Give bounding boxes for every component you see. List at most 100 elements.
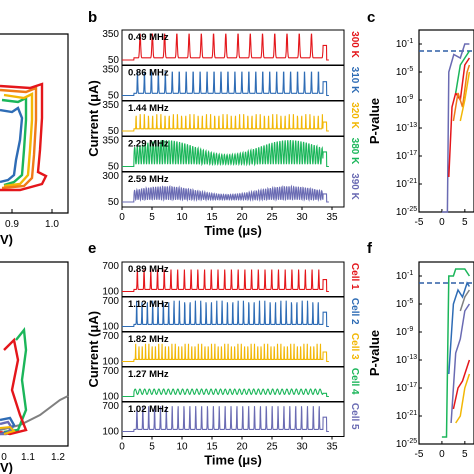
chart-f-ytick-label-6: 10 [396,439,408,450]
chart-e-trace-freq-4: 1.02 MHz [128,404,169,415]
chart-c-ytick-label-3: 10 [396,123,408,134]
chart-e-trace-right-label-0: Cell 1 [349,263,360,290]
left-bottom-xtick-label-2: 1.2 [51,452,65,463]
panel-label-e: e [88,240,96,257]
left-top-xtick-label-1: 1.0 [45,219,59,230]
chart-e-trace-freq-0: 0.89 MHz [128,264,169,275]
chart-c-xtick-label-1: 0 [439,217,445,228]
chart-c-ytick-exp-4: -17 [407,150,417,157]
chart-b-trace-right-label-2: 320 K [349,102,360,129]
chart-e-trace-frame-4 [121,401,345,437]
chart-e-trace-right-label-2: Cell 3 [349,333,360,360]
chart-b-trace-line-3 [122,140,329,168]
chart-c-ytick-exp-5: -21 [407,178,417,185]
left-top-partial-panel: 0.9 1.0 V) [0,33,69,247]
left-bottom-xtick-label-1: 1.1 [21,452,35,463]
chart-b-trace-freq-3: 2.29 MHz [128,139,169,150]
chart-f-series-5 [459,289,471,312]
chart-e-trace-line-4 [122,406,329,433]
chart-c-series-4 [459,71,471,122]
chart-c-ytick-label-2: 10 [396,95,408,106]
left-bottom-curve-green [3,326,28,434]
chart-c-series-0 [441,43,470,213]
left-bottom-curve-yellow [0,425,16,435]
chart-b-xtick-label-4: 20 [236,212,248,223]
chart-e-xtick-label-3: 15 [206,442,218,453]
chart-c-ytick-label-5: 10 [396,179,408,190]
chart-f-series-3 [452,359,471,410]
chart-f-series-1 [448,281,471,375]
chart-f-ytick-label-4: 10 [396,383,408,394]
left-top-curve-yellow [3,92,34,188]
chart-c-xtick-label-2: 5 [462,217,468,228]
chart-e-trace-line-2 [122,343,329,363]
chart-b-trace-frame-4 [121,171,345,208]
left-bottom-axes [0,261,69,447]
chart-b-trace-line-2 [122,114,329,132]
chart-b-trace-0-ytick-1: 50 [108,55,120,66]
chart-f-ytick-exp-3: -13 [407,354,417,361]
chart-b-ylabel: Current (μA) [86,80,101,157]
chart-e-trace-right-label-1: Cell 2 [349,298,360,325]
chart-b-trace-2-ytick-0: 350 [102,100,119,111]
chart-e-xtick-label-7: 35 [326,442,338,453]
chart-e-trace-1-ytick-1: 100 [102,322,119,333]
left-top-curve-red [0,82,48,192]
chart-e-xtick-label-1: 5 [149,442,155,453]
chart-e-xtick-label-2: 10 [176,442,188,453]
left-top-curve-green [1,96,28,187]
chart-c-series-3 [454,50,471,94]
chart-c-ytick-exp-1: -5 [407,66,413,73]
chart-f-ylabel: P-value [367,330,382,376]
chart-b-trace-1-ytick-0: 350 [102,65,119,76]
chart-f-ytick-label-1: 10 [396,299,408,310]
chart-c-ytick-label-4: 10 [396,151,408,162]
chart-b-trace-0-ytick-0: 350 [102,29,119,40]
chart-b-trace-right-label-0: 300 K [349,31,360,58]
chart-c-ytick-label-0: 10 [396,39,408,50]
chart-e-trace-4-ytick-1: 100 [102,427,119,438]
chart-b-xtick-label-2: 10 [176,212,188,223]
chart-b-trace-2-ytick-1: 50 [108,126,120,137]
chart-b-trace-1-ytick-1: 50 [108,91,120,102]
chart-b-trace-line-1 [122,71,329,97]
left-bottom-xtick-label-0: 0 [1,452,7,463]
chart-b-trace-line-0 [122,33,329,61]
chart-f-ytick-label-5: 10 [396,411,408,422]
chart-b-xtick-label-1: 5 [149,212,155,223]
chart-b-trace-line-4 [122,184,329,203]
chart-f-xtick-label-0: -5 [415,449,424,460]
chart-f-ytick-label-3: 10 [396,355,408,366]
chart-e-xtick-label-5: 25 [266,442,278,453]
chart-b-xtick-label-0: 0 [119,212,125,223]
chart-c-ytick-exp-3: -13 [407,122,417,129]
chart-e-trace-2-ytick-0: 700 [102,331,119,342]
left-top-axes [0,33,69,214]
chart-f-xtick-label-2: 5 [462,449,468,460]
chart-b-trace-right-label-4: 390 K [349,173,360,200]
chart-e-trace-line-0 [122,269,329,293]
chart-c-ytick-exp-2: -9 [407,94,413,101]
chart-b-trace-freq-1: 0.86 MHz [128,68,169,79]
chart-b-xlabel: Time (μs) [204,223,262,238]
panel-label-f: f [367,240,373,257]
left-bottom-partial-panel: 0 1.1 1.2 V) [0,261,69,474]
chart-f-ytick-label-2: 10 [396,327,408,338]
chart-b-trace-freq-0: 0.49 MHz [128,32,169,43]
chart-e-trace-freq-1: 1.12 MHz [128,299,169,310]
chart-e-trace-line-1 [122,300,329,328]
chart-e-xtick-label-6: 30 [296,442,308,453]
chart-e-xtick-label-0: 0 [119,442,125,453]
chart-e-trace-0-ytick-1: 100 [102,287,119,298]
left-bottom-xlabel-fragment: V) [0,460,13,474]
chart-f-ytick-exp-5: -21 [407,410,417,417]
left-top-xtick-label-0: 0.9 [5,219,19,230]
chart-e-trace-freq-2: 1.82 MHz [128,334,169,345]
chart-e-trace-right-label-4: Cell 5 [349,403,360,430]
chart-c-ylabel: P-value [367,98,382,144]
panel-label-b: b [88,9,97,26]
chart-c-ytick-label-6: 10 [396,207,408,218]
